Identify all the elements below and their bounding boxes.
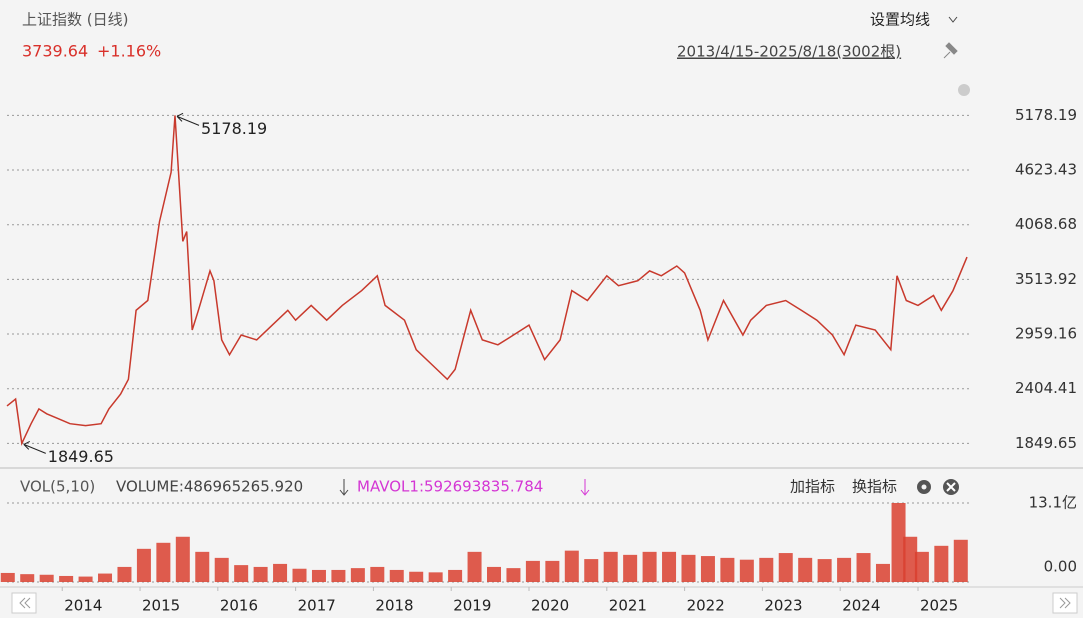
volume-bar: [603, 551, 618, 582]
volume-bar: [642, 551, 657, 582]
volume-bar: [389, 569, 404, 582]
x-tick-label: 2018: [375, 597, 413, 615]
volume-bar: [428, 572, 443, 582]
volume-bar: [681, 554, 696, 582]
volume-bar: [564, 550, 579, 582]
volume-bar: [798, 557, 813, 582]
volume-bar: [136, 548, 151, 582]
y-tick-label: 2959.16: [1015, 325, 1077, 343]
y-tick-label: 4068.68: [1015, 215, 1077, 233]
volume-bar: [817, 559, 832, 582]
volume-bar: [59, 575, 74, 582]
y-tick-label: 5178.19: [1015, 106, 1077, 124]
volume-bar: [662, 551, 677, 582]
close-cross: [946, 482, 956, 492]
volume-bar: [253, 566, 268, 582]
annotation-arrow: [23, 440, 46, 454]
volume-bar: [545, 560, 560, 582]
volume-bar: [448, 569, 463, 582]
add-indicator[interactable]: 加指标: [790, 478, 835, 496]
volume-bar: [370, 566, 385, 582]
down-arrow: [580, 479, 590, 496]
volume-bar: [759, 557, 774, 582]
x-tick-label: 2020: [531, 597, 569, 615]
volume-bar: [78, 576, 93, 582]
scroll-right-icon: [1059, 597, 1071, 609]
volume-bar: [311, 569, 326, 582]
volume-bar: [934, 545, 949, 582]
volume-bar: [875, 563, 890, 582]
volume-bar: [953, 539, 968, 582]
pin-icon[interactable]: [943, 42, 958, 59]
y-tick-label: 1849.65: [1015, 434, 1077, 452]
scroll-left-icon: [19, 597, 31, 609]
volume-bar: [487, 566, 502, 582]
scroll-left[interactable]: [11, 592, 37, 614]
y-tick-label: 0.00: [1044, 558, 1077, 576]
y-tick-label: 3513.92: [1015, 270, 1077, 288]
volume-bar: [584, 559, 599, 582]
last-price: 3739.64: [22, 42, 88, 61]
volume-bar: [117, 566, 132, 582]
x-tick-label: 2019: [453, 597, 491, 615]
volume-bar: [720, 557, 735, 582]
annotation-label: 5178.19: [201, 119, 267, 138]
dropdown-icon[interactable]: [948, 16, 958, 23]
y-tick-label: 2404.41: [1015, 379, 1077, 397]
x-tick-label: 2016: [220, 597, 258, 615]
volume-bar: [350, 568, 365, 582]
x-tick-label: 2014: [64, 597, 102, 615]
down-arrow: [339, 479, 349, 496]
volume-bar: [700, 556, 715, 582]
volume-bar: [0, 572, 15, 582]
change: +1.16%: [97, 42, 161, 61]
volume-bar: [156, 542, 171, 582]
volume-bar: [837, 557, 852, 582]
volume-bar: [98, 573, 113, 582]
volume-bar: [467, 551, 482, 582]
annotation-label: 1849.65: [48, 447, 114, 466]
scroll-icon[interactable]: [958, 84, 970, 96]
volume-bar: [778, 553, 793, 582]
x-tick-label: 2021: [609, 597, 647, 615]
ma-button[interactable]: 设置均线: [870, 11, 930, 29]
volume-bar: [856, 553, 871, 582]
volume-bar: [903, 536, 918, 582]
settings-icon-hole: [921, 484, 927, 490]
annotation-arrow: [176, 112, 200, 126]
x-tick-label: 2017: [298, 597, 336, 615]
x-tick-label: 2024: [842, 597, 880, 615]
volume-bar: [525, 560, 540, 582]
y-tick-label: 13.1亿: [1029, 494, 1077, 512]
switch-indicator[interactable]: 换指标: [852, 478, 897, 496]
y-tick-label: 4623.43: [1015, 161, 1077, 179]
volume-bar: [39, 574, 54, 582]
volume-bar: [195, 551, 210, 582]
volume-bar: [292, 568, 307, 582]
index-title: 上证指数 (日线): [22, 11, 128, 29]
volume-bar: [214, 557, 229, 582]
volume-bar: [891, 503, 906, 582]
volume-bar: [739, 559, 754, 582]
volume-bar: [273, 563, 288, 582]
mavol-value: MAVOL1:592693835.784: [357, 478, 543, 496]
x-tick-label: 2023: [764, 597, 802, 615]
volume-bar: [506, 568, 521, 582]
volume-bar: [175, 536, 190, 582]
volume-bar: [914, 551, 929, 582]
volume-bar: [409, 571, 424, 582]
volume-value: VOLUME:486965265.920: [116, 478, 303, 496]
x-tick-label: 2022: [687, 597, 725, 615]
volume-bar: [331, 569, 346, 582]
date-range[interactable]: 2013/4/15-2025/8/18(3002根): [677, 43, 901, 61]
x-tick-label: 2025: [920, 597, 958, 615]
volume-bar: [623, 554, 638, 582]
price-line: [6, 115, 968, 446]
x-tick-label: 2015: [142, 597, 180, 615]
volume-bar: [20, 574, 35, 582]
volume-bar: [234, 565, 249, 582]
indicator-name: VOL(5,10): [20, 478, 95, 496]
